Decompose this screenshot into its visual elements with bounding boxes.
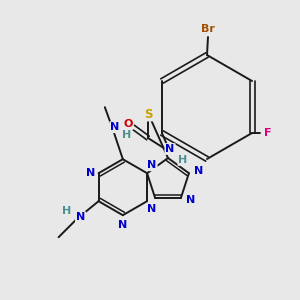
Text: F: F: [264, 128, 272, 138]
Text: N: N: [118, 220, 128, 230]
Text: N: N: [148, 204, 157, 214]
Text: N: N: [110, 122, 119, 132]
Text: N: N: [194, 166, 203, 176]
Text: H: H: [122, 130, 131, 140]
Text: N: N: [148, 160, 157, 170]
Text: N: N: [76, 212, 85, 222]
Text: O: O: [123, 119, 133, 129]
Text: N: N: [86, 168, 95, 178]
Text: S: S: [144, 107, 152, 121]
Text: H: H: [62, 206, 71, 216]
Text: H: H: [178, 155, 188, 165]
Text: Br: Br: [201, 24, 215, 34]
Text: N: N: [165, 144, 175, 154]
Text: N: N: [186, 195, 196, 205]
